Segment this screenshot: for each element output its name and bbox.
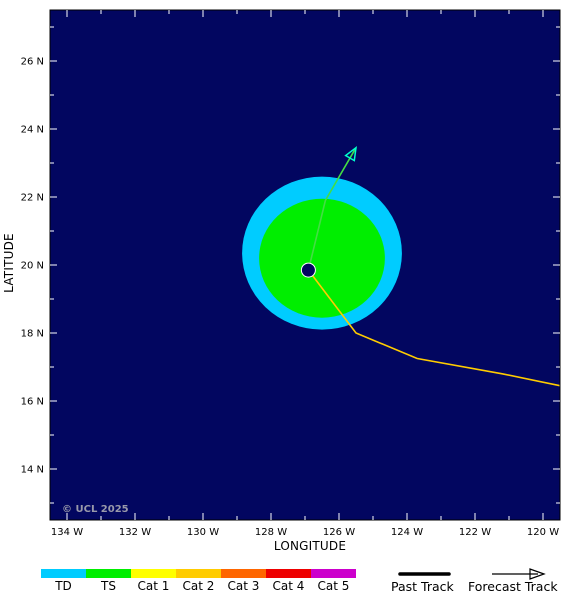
y-tick-label: 26 N <box>21 57 44 68</box>
x-tick-label: 126 W <box>323 527 355 538</box>
legend-swatch-td <box>41 569 86 578</box>
forecast-arrow-icon <box>344 146 357 162</box>
forecast-track-line <box>307 147 357 271</box>
x-tick-label: 124 W <box>391 527 423 538</box>
forecast-track-legend-label: Forecast Track <box>468 579 558 594</box>
legend-label-cat4: Cat 4 <box>272 579 305 593</box>
legend-swatch-cat2 <box>176 569 221 578</box>
legend-swatch-cat3 <box>221 569 266 578</box>
x-tick-label: 134 W <box>51 527 83 538</box>
storm-center-marker <box>300 262 316 278</box>
forecast-track-legend-arrow-icon <box>529 568 546 580</box>
legend-label-cat1: Cat 1 <box>137 579 170 593</box>
legend-label-cat2: Cat 2 <box>182 579 215 593</box>
x-tick-label: 122 W <box>459 527 491 538</box>
y-tick-label: 22 N <box>21 193 44 204</box>
y-tick-label: 20 N <box>21 261 44 272</box>
y-tick-label: 18 N <box>21 329 44 340</box>
legend-swatch-cat5 <box>311 569 356 578</box>
x-axis-title: LONGITUDE <box>273 539 347 553</box>
legend-label-ts: TS <box>101 579 116 593</box>
y-tick-label: 24 N <box>21 125 44 136</box>
legend-swatch-ts <box>86 569 131 578</box>
past-track-line <box>307 269 561 387</box>
x-tick-label: 130 W <box>187 527 219 538</box>
legend-swatch-cat4 <box>266 569 311 578</box>
copyright-text: © UCL 2025 <box>62 504 129 515</box>
legend-label-td: TD <box>55 579 72 593</box>
wind-field-ts <box>259 198 385 318</box>
legend-swatch-cat1 <box>131 569 176 578</box>
x-tick-label: 128 W <box>255 527 287 538</box>
legend-label-cat5: Cat 5 <box>317 579 350 593</box>
x-tick-label: 132 W <box>119 527 151 538</box>
y-tick-label: 14 N <box>21 465 44 476</box>
y-tick-label: 16 N <box>21 397 44 408</box>
x-tick-label: 120 W <box>527 527 559 538</box>
past-track-legend-label: Past Track <box>391 579 454 594</box>
legend-label-cat3: Cat 3 <box>227 579 260 593</box>
y-axis-title: LATITUDE <box>2 233 16 293</box>
